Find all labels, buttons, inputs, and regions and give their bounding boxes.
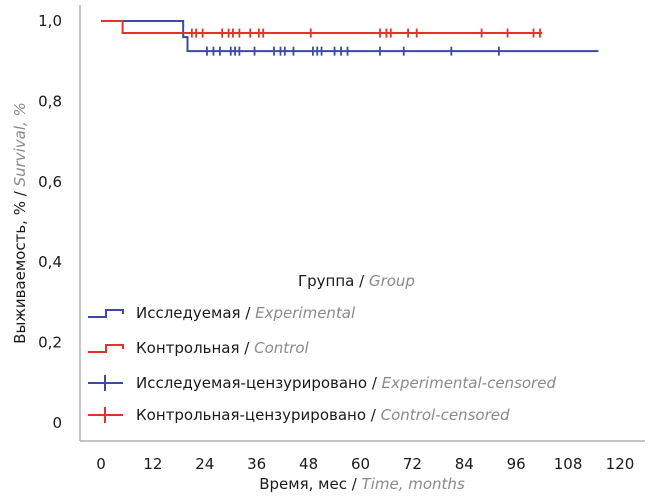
y-axis-title-en: Survival, % bbox=[11, 102, 29, 186]
legend-entries: Исследуемая / Experimental Контрольная / … bbox=[88, 304, 556, 424]
legend-label: Контрольная-цензурировано / Control-cens… bbox=[136, 406, 510, 424]
legend-label: Исследуемая-цензурировано / Experimental… bbox=[136, 374, 556, 392]
y-tick-label: 0,2 bbox=[38, 334, 62, 352]
legend-step-swatch bbox=[88, 344, 124, 353]
legend-entry-experimental: Исследуемая / Experimental bbox=[88, 304, 356, 322]
legend-title-ru: Группа bbox=[298, 272, 354, 290]
legend-label-en: Experimental-censored bbox=[382, 374, 557, 392]
legend-label-ru: Контрольная bbox=[136, 339, 240, 357]
legend-title-en: Group bbox=[369, 272, 415, 290]
legend-label-ru: Контрольная-цензурировано bbox=[136, 406, 366, 424]
y-tick-label: 0,4 bbox=[38, 253, 62, 271]
legend-entry-control: Контрольная / Control bbox=[88, 339, 310, 357]
x-tick-label: 12 bbox=[143, 455, 162, 473]
x-tick-label: 84 bbox=[455, 455, 474, 473]
x-axis-title-en: Time, months bbox=[362, 475, 465, 493]
x-tick-label: 24 bbox=[195, 455, 214, 473]
x-tick-label: 36 bbox=[247, 455, 266, 473]
y-tick-label: 0,6 bbox=[38, 173, 62, 191]
legend-title: Группа / Group bbox=[298, 272, 415, 290]
series-layer bbox=[101, 20, 599, 56]
legend-entry-control_censored: Контрольная-цензурировано / Control-cens… bbox=[88, 406, 510, 424]
x-tick-label: 72 bbox=[403, 455, 422, 473]
y-axis-title-ru: Выживаемость, % bbox=[11, 201, 29, 344]
legend-label-ru: Исследуемая bbox=[136, 304, 241, 322]
x-tick-label: 108 bbox=[554, 455, 583, 473]
plot-frame bbox=[79, 5, 645, 442]
legend-label-ru: Исследуемая-цензурировано bbox=[136, 374, 367, 392]
experimental-survival-line bbox=[101, 20, 599, 53]
legend-step-swatch bbox=[88, 309, 124, 318]
x-tick-label: 120 bbox=[606, 455, 635, 473]
legend-entry-experimental_censored: Исследуемая-цензурировано / Experimental… bbox=[88, 374, 556, 392]
control-survival-line bbox=[101, 20, 543, 35]
x-axis-ticks: 0 12 24 36 48 60 72 84 96 108 120 bbox=[96, 455, 634, 473]
y-tick-label: 1,0 bbox=[38, 12, 62, 30]
y-tick-label: 0 bbox=[52, 414, 62, 432]
x-tick-label: 48 bbox=[299, 455, 318, 473]
y-tick-label: 0,8 bbox=[38, 92, 62, 110]
legend: Группа / Group Исследуемая / Experimenta… bbox=[88, 272, 556, 424]
y-axis-ticks: 0 0,2 0,4 0,6 0,8 1,0 bbox=[38, 12, 62, 432]
y-axis-title: Выживаемость, % / Survival, % bbox=[11, 102, 29, 344]
legend-label-en: Control bbox=[254, 339, 309, 357]
x-tick-label: 96 bbox=[507, 455, 526, 473]
legend-label-en: Control-censored bbox=[381, 406, 510, 424]
legend-label: Контрольная / Control bbox=[136, 339, 310, 357]
legend-label-en: Experimental bbox=[255, 304, 356, 322]
x-tick-label: 60 bbox=[351, 455, 370, 473]
legend-label: Исследуемая / Experimental bbox=[136, 304, 356, 322]
x-axis-title-ru: Время, мес bbox=[259, 475, 347, 493]
x-tick-label: 0 bbox=[96, 455, 106, 473]
x-axis-title: Время, мес / Time, months bbox=[259, 475, 465, 493]
